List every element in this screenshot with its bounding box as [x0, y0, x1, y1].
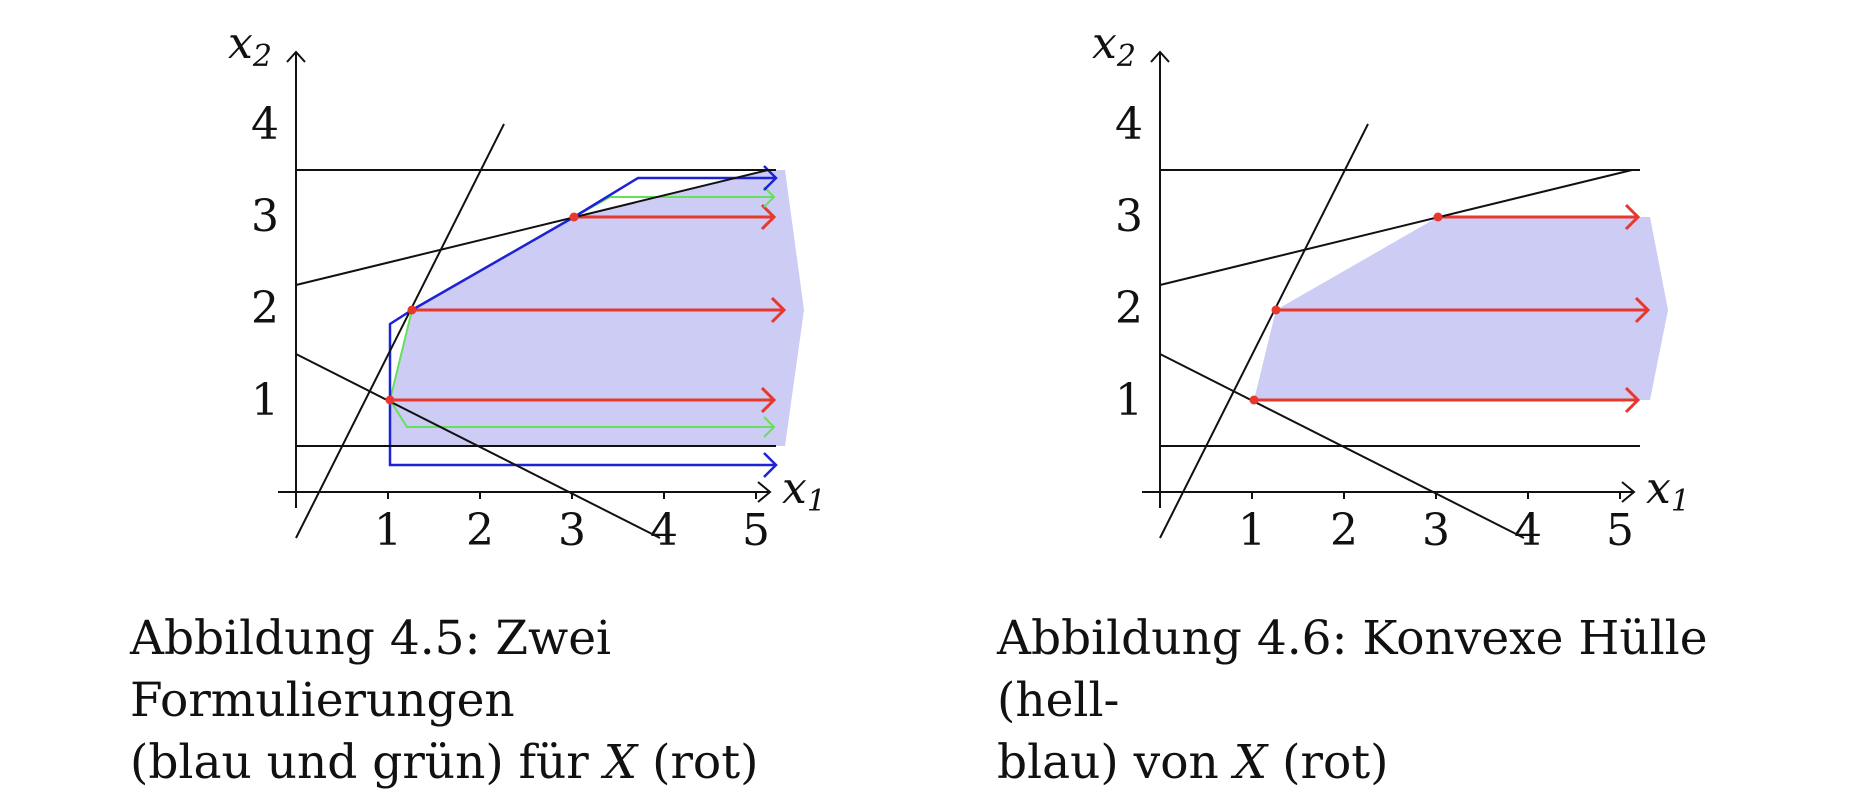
caption-line: Abbildung 4.5: Zwei Formulierungen [130, 611, 612, 728]
y-tick-label: 1 [251, 375, 279, 426]
red-rays [390, 203, 787, 414]
y-tick-label: 4 [251, 99, 279, 150]
caption-figure-4-6: Abbildung 4.6: Konvexe Hülle (hell- blau… [997, 608, 1837, 794]
y-axis-label: x2 [1092, 18, 1136, 74]
y-tick-label: 2 [251, 283, 279, 334]
x-tick-label: 1 [374, 505, 402, 556]
x-tick-labels: 1 2 3 4 5 [374, 505, 770, 556]
red-rays [1254, 203, 1651, 414]
feasible-region-fill [390, 170, 804, 446]
point-x-2 [407, 305, 417, 315]
axes [1142, 50, 1636, 508]
x-tick-label: 4 [1514, 505, 1542, 556]
set-x-symbol: X [603, 735, 638, 790]
constraint-lines [1159, 123, 1640, 539]
caption-line: (blau und grün) für X (rot) [130, 735, 759, 790]
point-x-3 [1433, 212, 1443, 222]
point-x-3 [569, 212, 579, 222]
x-tick-label: 1 [1238, 505, 1266, 556]
y-tick-label: 1 [1115, 375, 1143, 426]
caption-figure-4-5: Abbildung 4.5: Zwei Formulierungen (blau… [130, 608, 970, 794]
points-x [385, 212, 579, 405]
x-tick-label: 4 [650, 505, 678, 556]
x-tick-label: 2 [466, 505, 494, 556]
y-tick-labels: 1 2 3 4 [1115, 99, 1143, 426]
constraint-lines [295, 123, 776, 539]
set-x-symbol: X [1233, 735, 1268, 790]
x-tick-label: 3 [558, 505, 586, 556]
x-tick-label: 2 [1330, 505, 1358, 556]
y-axis-label: x2 [228, 18, 272, 74]
x-axis-label: x1 [1646, 463, 1690, 519]
x-tick-labels: 1 2 3 4 5 [1238, 505, 1634, 556]
x-tick-label: 5 [1606, 505, 1634, 556]
caption-line: Abbildung 4.6: Konvexe Hülle (hell- [997, 611, 1708, 728]
x-tick-label: 3 [1422, 505, 1450, 556]
y-tick-label: 2 [1115, 283, 1143, 334]
caption-line: blau) von X (rot) [997, 735, 1389, 790]
y-tick-label: 3 [251, 191, 279, 242]
x-axis-label: x1 [782, 463, 826, 519]
point-x-1 [1249, 395, 1259, 405]
point-x-1 [385, 395, 395, 405]
figure-4-6: 1 2 3 4 5 1 2 3 4 x1 x2 [1092, 18, 1690, 556]
y-tick-label: 3 [1115, 191, 1143, 242]
x-tick-label: 5 [742, 505, 770, 556]
figure-4-5: 1 2 3 4 5 1 2 3 4 x1 x2 [228, 18, 826, 556]
axes [278, 50, 772, 508]
y-tick-label: 4 [1115, 99, 1143, 150]
point-x-2 [1271, 305, 1281, 315]
points-x [1249, 212, 1443, 405]
y-tick-labels: 1 2 3 4 [251, 99, 279, 426]
